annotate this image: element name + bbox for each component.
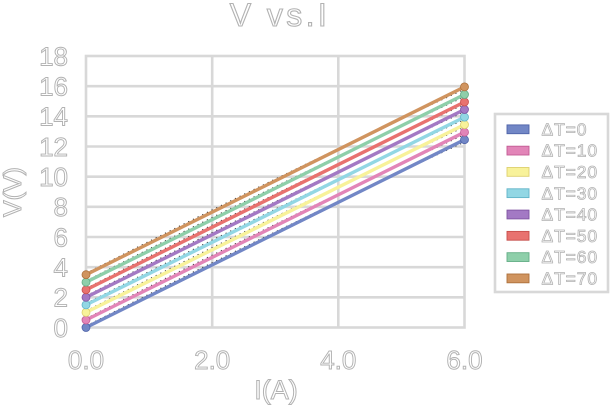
svg-text:V vs.I: V vs.I [230,0,330,33]
svg-text:4: 4 [54,253,68,283]
svg-text:ΔT=40: ΔT=40 [542,205,599,225]
svg-text:ΔT=0: ΔT=0 [542,119,588,139]
svg-text:14: 14 [39,102,68,132]
svg-text:4.0: 4.0 [320,345,356,375]
svg-text:ΔT=30: ΔT=30 [542,183,599,203]
svg-text:0: 0 [54,313,68,343]
svg-text:6.0: 6.0 [446,345,482,375]
svg-text:12: 12 [39,132,68,162]
svg-text:ΔT=60: ΔT=60 [542,247,599,267]
svg-text:8: 8 [54,192,68,222]
svg-text:2: 2 [54,283,68,313]
svg-text:10: 10 [39,162,68,192]
svg-text:ΔT=50: ΔT=50 [542,226,599,246]
svg-text:ΔT=10: ΔT=10 [542,141,599,161]
svg-text:I(A): I(A) [254,375,298,405]
svg-text:2.0: 2.0 [194,345,230,375]
svg-text:V(V): V(V) [0,167,27,217]
svg-text:0.0: 0.0 [68,345,104,375]
svg-text:6: 6 [54,222,68,252]
svg-text:ΔT=20: ΔT=20 [542,162,599,182]
svg-text:18: 18 [39,41,68,71]
svg-text:16: 16 [39,72,68,102]
svg-text:ΔT=70: ΔT=70 [542,269,599,289]
